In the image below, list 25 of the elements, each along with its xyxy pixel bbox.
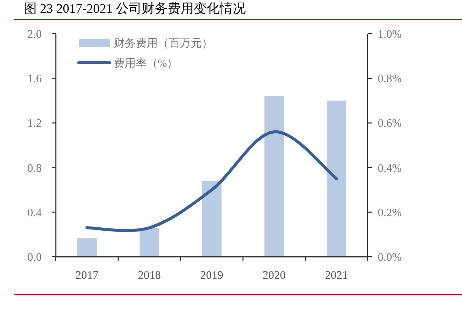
x-tick-label: 2019 <box>200 270 224 282</box>
bar <box>202 181 222 257</box>
bar <box>264 96 284 257</box>
y2-tick-label: 0.0% <box>378 252 402 264</box>
y-tick-label: 0.4 <box>28 207 42 220</box>
y-tick-label: 0.8 <box>28 162 42 175</box>
legend-label: 费用率（%） <box>114 57 178 70</box>
y-tick-label: 2.0 <box>28 29 42 41</box>
legend-label: 财务费用（百万元） <box>114 37 213 50</box>
y-tick-label: 1.6 <box>28 74 42 86</box>
y2-tick-label: 0.8% <box>378 74 402 86</box>
y2-tick-label: 0.4% <box>378 162 402 175</box>
y2-tick-label: 1.0% <box>378 29 402 41</box>
x-tick-label: 2017 <box>76 270 99 282</box>
chart-title: 图 23 2017-2021 公司财务费用变化情况 <box>24 1 246 16</box>
bar <box>77 238 97 257</box>
x-tick-label: 2020 <box>262 270 286 282</box>
x-tick-label: 2021 <box>325 270 349 282</box>
y-tick-label: 0.0 <box>28 252 42 264</box>
bar <box>140 228 160 257</box>
y2-tick-label: 0.6% <box>378 118 402 130</box>
y2-tick-label: 0.2% <box>378 207 402 220</box>
y-tick-label: 1.2 <box>28 118 42 130</box>
bar <box>327 100 347 257</box>
x-tick-label: 2018 <box>138 270 162 282</box>
